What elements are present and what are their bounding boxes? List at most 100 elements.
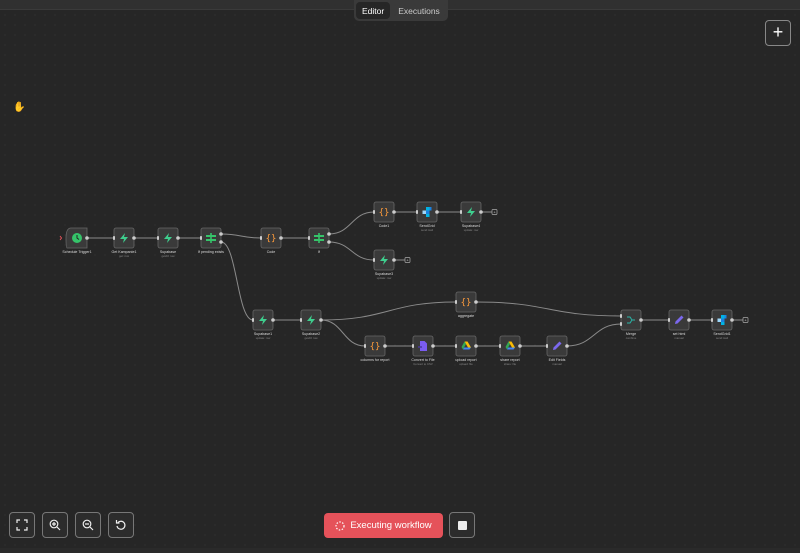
output-handle[interactable] — [132, 236, 136, 240]
output-handle[interactable] — [639, 318, 643, 322]
input-handle[interactable] — [373, 258, 375, 262]
tab-editor[interactable]: Editor — [356, 2, 391, 19]
add-next-node-button[interactable] — [491, 209, 498, 215]
input-handle[interactable] — [455, 344, 457, 348]
node-subtitle: combine — [626, 336, 637, 340]
input-handle[interactable] — [308, 236, 310, 240]
input-handle[interactable] — [711, 318, 713, 322]
node-agg[interactable]: {} aggregate — [455, 291, 478, 318]
input-handle[interactable] — [113, 236, 115, 240]
output-handle[interactable] — [176, 236, 180, 240]
output-handle[interactable] — [565, 344, 569, 348]
connection-ipe-sb1[interactable] — [220, 241, 254, 321]
output-handle[interactable] — [219, 232, 223, 236]
output-handle[interactable] — [85, 236, 89, 240]
output-handle[interactable] — [319, 318, 323, 322]
output-handle[interactable] — [392, 258, 396, 262]
connection-if-sb3[interactable] — [328, 241, 375, 261]
output-handle[interactable] — [479, 210, 483, 214]
connection-ipe-code[interactable] — [220, 233, 262, 239]
executing-workflow-button[interactable]: Executing workflow — [324, 513, 443, 538]
node-label: columns for report — [361, 358, 390, 362]
stop-execution-button[interactable] — [449, 512, 475, 538]
connection-agg-mg[interactable] — [475, 301, 622, 317]
hand-cursor-icon: ✋ — [13, 102, 26, 113]
input-handle[interactable] — [499, 344, 501, 348]
add-next-node-button[interactable] — [404, 257, 411, 263]
input-handle[interactable] — [620, 322, 622, 326]
code-braces-icon: {} — [266, 234, 277, 244]
code-braces-icon: {} — [461, 298, 472, 308]
output-handle[interactable] — [271, 318, 275, 322]
input-handle[interactable] — [620, 314, 622, 318]
output-handle[interactable] — [474, 300, 478, 304]
input-handle[interactable] — [260, 236, 262, 240]
zoom-to-fit-button[interactable] — [9, 512, 35, 538]
node-code[interactable]: {} Code — [260, 227, 283, 254]
input-handle[interactable] — [416, 210, 418, 214]
output-handle[interactable] — [431, 344, 435, 348]
reset-zoom-button[interactable] — [108, 512, 134, 538]
plus-icon: + — [493, 209, 496, 214]
input-handle[interactable] — [364, 344, 366, 348]
input-handle[interactable] — [455, 300, 457, 304]
zoom-out-button[interactable] — [75, 512, 101, 538]
input-handle[interactable] — [460, 210, 462, 214]
output-handle[interactable] — [474, 344, 478, 348]
node-t[interactable]: Schedule Trigger1 — [59, 227, 92, 254]
supabase-icon — [164, 233, 172, 243]
tab-executions[interactable]: Executions — [398, 6, 440, 16]
connection-sb2-agg[interactable] — [320, 301, 457, 321]
output-handle[interactable] — [392, 210, 396, 214]
output-handle[interactable] — [687, 318, 691, 322]
input-handle[interactable] — [546, 344, 548, 348]
input-handle[interactable] — [300, 318, 302, 322]
node-ipe[interactable]: If pending exists — [198, 227, 224, 254]
output-handle[interactable] — [730, 318, 734, 322]
undo-icon — [115, 520, 126, 530]
node-cfr[interactable]: {} columns for report — [361, 335, 390, 362]
node-code1[interactable]: {} Code1 — [373, 201, 396, 228]
output-handle[interactable] — [327, 232, 331, 236]
node-if[interactable]: If — [308, 227, 331, 254]
supabase-icon — [307, 315, 315, 325]
output-handle[interactable] — [383, 344, 387, 348]
input-handle[interactable] — [157, 236, 159, 240]
connection-if-code1[interactable] — [328, 211, 375, 235]
add-node-button[interactable]: + — [765, 20, 791, 46]
output-handle[interactable] — [518, 344, 522, 348]
node-label: aggregate — [458, 314, 474, 318]
input-handle[interactable] — [373, 210, 375, 214]
input-handle[interactable] — [668, 318, 670, 322]
connection-sb2-cfr[interactable] — [320, 319, 366, 347]
input-handle[interactable] — [200, 236, 202, 240]
output-handle[interactable] — [219, 240, 223, 244]
code-braces-icon: {} — [379, 208, 390, 218]
zoom-in-button[interactable] — [42, 512, 68, 538]
add-next-node-button[interactable] — [742, 317, 749, 323]
connection-ef-mg[interactable] — [566, 323, 622, 347]
output-handle[interactable] — [279, 236, 283, 240]
pencil-icon — [675, 315, 684, 324]
fit-icon — [16, 519, 28, 531]
input-handle[interactable] — [252, 318, 254, 322]
input-handle[interactable] — [412, 344, 414, 348]
output-handle[interactable] — [327, 240, 331, 244]
output-handle[interactable] — [435, 210, 439, 214]
